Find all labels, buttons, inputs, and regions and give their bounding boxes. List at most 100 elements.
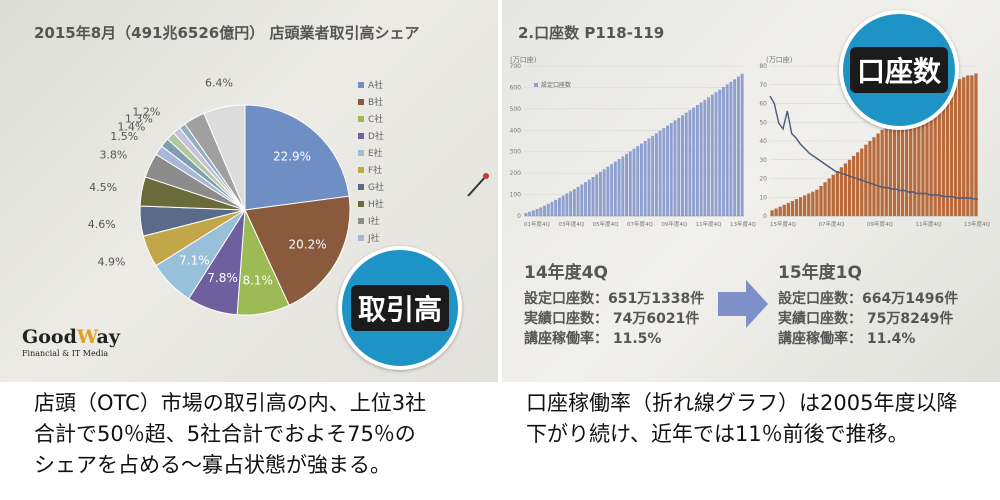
- chart1-bar: [718, 89, 722, 216]
- pie-legend-label-H社: H社: [368, 198, 384, 210]
- chart2-ytick: 30: [759, 157, 767, 164]
- chart1-bar: [673, 120, 677, 216]
- chart2-bar: [782, 204, 786, 216]
- chart2-bar: [896, 114, 901, 216]
- pie-label-M社: 1.2%: [132, 105, 160, 118]
- chart2-bar: [913, 99, 917, 216]
- pie-legend-label-B社: B社: [368, 96, 383, 108]
- chart1-bar: [658, 130, 662, 216]
- chart2-bar: [831, 174, 835, 216]
- chart1-unit: (万口座): [510, 55, 537, 64]
- chart1-bar: [617, 159, 621, 216]
- pie-label-E社: 7.1%: [179, 253, 210, 267]
- chart2-bar: [921, 96, 925, 216]
- chart1-bar: [729, 81, 733, 216]
- chart1-ytick: 700: [510, 63, 522, 70]
- chart2-bar: [892, 118, 897, 216]
- chart2-xtick: 09年度4Q: [867, 220, 893, 228]
- chart2-bar: [843, 163, 848, 216]
- pie-legend-label-E社: E社: [368, 147, 383, 159]
- pie-legend-swatch-J社: [358, 235, 364, 241]
- chart2-bar: [872, 137, 876, 216]
- chart1-bar: [565, 193, 569, 216]
- chart2-bar: [778, 206, 782, 216]
- stats-14q4-row-set: 設定口座数：651万1338件: [524, 291, 705, 307]
- chart2-xtick: 07年度4Q: [819, 220, 845, 228]
- chart1-ytick: 600: [510, 84, 522, 91]
- stats-14q4-row-actual: 実績口座数： 74万6021件: [524, 311, 700, 327]
- chart1-bar: [606, 166, 610, 216]
- pie-legend-swatch-B社: [358, 99, 364, 105]
- pie-label-J社: 1.5%: [110, 130, 138, 143]
- right-caption-line-2: 下がり続け、近年では11％前後で推移。: [526, 422, 909, 446]
- pie-slice-A社: [244, 104, 350, 211]
- chart1-bar: [632, 148, 636, 216]
- pie-legend-label-F社: F社: [368, 164, 382, 176]
- pie-label-L社: 1.3%: [125, 112, 153, 125]
- chart2-bar: [770, 210, 774, 216]
- chart1-bar: [669, 123, 673, 216]
- chart1-xtick: 13年度4Q: [730, 220, 756, 228]
- chart2-bar: [774, 208, 778, 216]
- chart2-unit: (万口座): [766, 55, 793, 64]
- chart1-bar: [684, 112, 688, 216]
- chart1-ytick: 0: [517, 213, 521, 220]
- stats-15q1-row-actual: 実績口座数： 75万8249件: [778, 311, 954, 327]
- chart1-bar: [531, 210, 535, 216]
- chart1-bar: [636, 146, 640, 216]
- chart2-bar: [962, 77, 966, 216]
- chart1-bar: [722, 87, 725, 216]
- chart2-bar: [970, 75, 974, 216]
- chart2-bar: [864, 144, 868, 216]
- left-caption-line-2: 合計で50％超、5社合計でおよそ75％の: [34, 422, 416, 446]
- chart2-ytick: 10: [759, 194, 767, 201]
- chart1-xtick: 09年度4Q: [661, 220, 687, 228]
- chart2-bar: [909, 103, 913, 216]
- chart2-ytick: 20: [759, 176, 767, 183]
- chart2-bar: [815, 189, 819, 216]
- chart1-bar: [610, 164, 614, 216]
- pie-legend-swatch-I社: [358, 218, 364, 224]
- chart1-bar: [595, 174, 599, 216]
- chart1-bar: [550, 201, 554, 216]
- chart2-bar: [949, 82, 954, 216]
- chart2-ytick: 70: [759, 82, 767, 89]
- pie-legend-label-I社: I社: [368, 215, 380, 227]
- pie-slice-その他: [203, 104, 246, 211]
- chart1-bar: [703, 99, 707, 216]
- pie-legend-swatch-G社: [358, 184, 364, 190]
- left-slide-panel: 2015年8月（491兆6526億円） 店頭業者取引高シェア 22.9% 20.2…: [0, 0, 498, 382]
- logo-text-2: ay: [96, 326, 120, 348]
- chart1-bar: [543, 205, 546, 216]
- chart2-bar: [904, 107, 909, 216]
- pie-label-H社: 4.5%: [89, 181, 117, 194]
- stats-arrow: [718, 280, 768, 328]
- chart1-bar: [740, 73, 744, 216]
- pie-label-C社: 8.1%: [242, 273, 273, 287]
- chart2-ytick: 40: [759, 138, 767, 145]
- chart2-bar: [933, 90, 937, 216]
- chart2-bar: [900, 111, 905, 216]
- chart1-bar: [580, 184, 584, 216]
- trading-volume-badge: 取引高: [338, 246, 462, 370]
- right-caption: 口座稼働率（折れ線グラフ）は2005年度以降 下がり続け、近年では11％前後で推…: [526, 388, 957, 450]
- left-slide-title: 2015年8月（491兆6526億円） 店頭業者取引高シェア: [34, 24, 420, 42]
- chart2-bar: [929, 92, 933, 216]
- chart2-bar: [847, 159, 852, 216]
- chart1-bar: [692, 107, 696, 216]
- chart1-bar: [598, 171, 602, 216]
- pie-legend-swatch-H社: [358, 201, 364, 207]
- chart1-bar: [546, 203, 550, 216]
- logo-text-w: W: [76, 326, 97, 348]
- left-caption-line-3: シェアを占める～寡占状態が強まる。: [34, 453, 391, 477]
- account-count-badge: 口座数: [839, 10, 959, 130]
- chart2-bar: [941, 86, 945, 216]
- chart1-legend-label: 設定口座数: [541, 81, 571, 89]
- chart2-ytick: 80: [759, 63, 767, 70]
- chart1-xtick: 11年度4Q: [696, 220, 722, 228]
- chart1-bar: [557, 197, 561, 216]
- chart2-bar: [803, 195, 807, 216]
- chart2-bar: [876, 133, 880, 216]
- pie-chart: 22.9% 20.2% 8.1% 7.8% 7.1% 4.9% 4.6% 4.5% 3.8% 1.…: [88, 77, 489, 316]
